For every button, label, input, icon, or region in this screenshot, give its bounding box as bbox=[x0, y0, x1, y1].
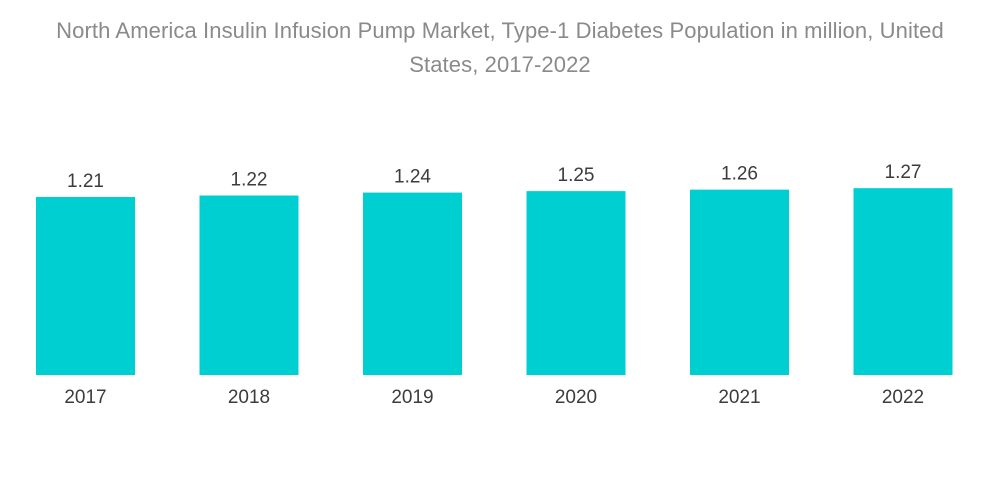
bar-2017 bbox=[36, 197, 135, 375]
x-tick-label-2018: 2018 bbox=[228, 387, 270, 408]
value-label-2022: 1.27 bbox=[885, 162, 922, 183]
bar-2019 bbox=[363, 192, 462, 375]
x-axis-ticks-group: 2017 2018 2019 2020 2021 2022 bbox=[64, 387, 924, 408]
bar-2020 bbox=[526, 191, 626, 375]
x-tick-label-2017: 2017 bbox=[64, 387, 106, 408]
bars-group bbox=[36, 188, 953, 375]
x-tick-label-2021: 2021 bbox=[718, 387, 760, 408]
x-tick-label-2022: 2022 bbox=[882, 387, 924, 408]
chart-title-line-2: States, 2017-2022 bbox=[409, 52, 591, 77]
value-label-2021: 1.26 bbox=[721, 164, 758, 185]
chart-title-line-1: North America Insulin Infusion Pump Mark… bbox=[56, 18, 944, 43]
bar-2018 bbox=[199, 195, 299, 375]
chart-title: North America Insulin Infusion Pump Mark… bbox=[0, 14, 1000, 82]
x-tick-label-2019: 2019 bbox=[391, 387, 433, 408]
x-tick-label-2020: 2020 bbox=[555, 387, 597, 408]
value-label-2017: 1.21 bbox=[67, 171, 104, 192]
value-label-2018: 1.22 bbox=[231, 170, 268, 191]
value-labels-group: 1.21 1.22 1.24 1.25 1.26 1.27 bbox=[67, 162, 921, 192]
value-label-2020: 1.25 bbox=[558, 165, 595, 186]
value-label-2019: 1.24 bbox=[394, 167, 431, 188]
bar-2021 bbox=[690, 189, 789, 375]
bar-2022 bbox=[853, 188, 953, 375]
